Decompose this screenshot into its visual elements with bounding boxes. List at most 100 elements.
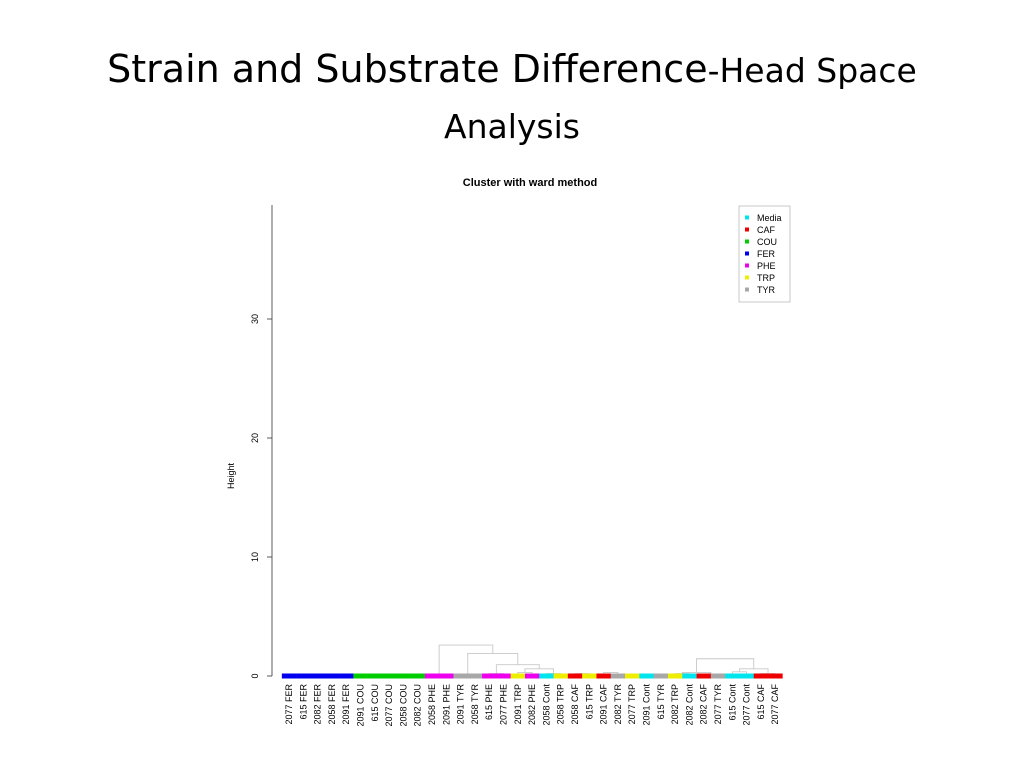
leaf-color-segment [367, 673, 383, 679]
leaf-label: 2082 Cont [684, 684, 694, 726]
leaf-color-segment [596, 673, 612, 679]
leaf-color-segment [667, 673, 683, 679]
leaf-color-segment [510, 673, 526, 679]
leaf-label: 2082 PHE [527, 684, 537, 725]
leaf-color-segment [467, 673, 483, 679]
leaf-label: 2091 Cont [642, 684, 652, 726]
leaf-color-segment [339, 673, 354, 679]
leaf-label: 615 TYR [656, 684, 666, 720]
leaf-label: 615 PHE [484, 684, 494, 720]
leaf-color-segment [281, 673, 297, 679]
leaf-color-segment [610, 673, 626, 679]
legend-label: FER [757, 249, 776, 259]
leaf-label: 2058 Cont [541, 684, 551, 726]
leaf-color-segment [567, 673, 583, 679]
leaf-color-segment [381, 673, 397, 679]
leaf-color-segment [296, 673, 311, 679]
dendrogram-branch [438, 644, 494, 675]
dendrogram-branch [467, 652, 519, 675]
dendrogram-branch [524, 668, 554, 674]
leaf-label: 2077 TRP [627, 684, 637, 724]
leaf-color-segment [310, 673, 326, 679]
legend-label: Media [757, 213, 782, 223]
legend-swatch [745, 275, 749, 280]
leaf-label: 615 FER [298, 684, 308, 720]
legend: Media CAF COU FER PHE TRP TYR [738, 205, 791, 303]
leaf-color-segment [353, 673, 368, 679]
leaf-color-segment [424, 673, 440, 679]
y-tick-label: 20 [250, 433, 260, 443]
legend-label: TRP [757, 273, 775, 283]
leaf-color-segment [410, 673, 426, 679]
leaf-color-segment [696, 673, 712, 679]
leaf-color-segment [625, 673, 640, 679]
leaf-color-segment [753, 673, 769, 679]
leaf-label: 2082 TYR [613, 683, 623, 724]
leaf-color-segment [768, 673, 783, 679]
y-tick-label: 30 [250, 314, 260, 324]
legend-swatch [745, 215, 749, 220]
leaf-color-segment [482, 673, 497, 679]
leaf-label: 2058 FER [327, 684, 337, 725]
leaf-color-segment [739, 673, 755, 679]
leaf-color-segment [582, 673, 597, 679]
legend-label: COU [757, 237, 777, 247]
leaf-label: 2077 Cont [742, 684, 752, 726]
slide-title-main: Strain and Substrate Difference [107, 47, 708, 91]
leaf-label: 2091 TYR [456, 683, 466, 724]
leaf-label: 2082 CAF [699, 684, 709, 725]
leaf-color-segment [682, 673, 697, 679]
leaf-label: 2058 COU [398, 684, 408, 727]
leaf-label: 2082 COU [413, 684, 423, 727]
dendrogram-branch [739, 668, 769, 674]
leaf-label: 2077 COU [384, 684, 394, 727]
legend-label: CAF [757, 225, 776, 235]
leaf-color-segment [553, 673, 569, 679]
leaf-label: 615 CAF [756, 684, 766, 720]
leaf-color-segment [639, 673, 654, 679]
leaf-label: 2082 FER [313, 684, 323, 725]
leaf-color-segment [710, 673, 726, 679]
slide-title-sub: -Head Space [707, 51, 917, 90]
legend-swatch [745, 227, 749, 232]
y-axis-ticks: 0 10 20 30 [250, 314, 272, 679]
leaf-color-segment [725, 673, 740, 679]
leaf-color-segment [539, 673, 554, 679]
y-tick-label: 0 [250, 673, 260, 678]
slide-title: Strain and Substrate Difference-Head Spa… [0, 42, 1024, 154]
leaf-label: 2058 PHE [427, 684, 437, 725]
leaf-label: 2077 TYR [713, 683, 723, 724]
leaf-labels: 2077 FER 615 FER 2082 FER 2058 FER 2091 FER 2… [284, 683, 780, 726]
leaf-label: 2091 COU [356, 684, 366, 727]
dendrogram-branches [431, 644, 776, 676]
slide-title-line2: Analysis [444, 107, 580, 146]
leaf-label: 2058 TRP [556, 684, 566, 724]
leaf-label: 2058 TYR [470, 683, 480, 724]
leaf-label: 2058 CAF [570, 684, 580, 725]
legend-swatch [745, 287, 749, 292]
y-axis-label: Height [226, 462, 236, 489]
leaf-label: 615 Cont [727, 684, 737, 721]
leaf-color-segment [324, 673, 340, 679]
chart-title: Cluster with ward method [463, 177, 597, 189]
leaf-label: 2091 FER [341, 684, 351, 725]
leaf-label: 615 COU [370, 684, 380, 722]
leaf-label: 2091 PHE [441, 684, 451, 725]
legend-label: PHE [757, 261, 776, 271]
leaf-label: 2077 CAF [770, 684, 780, 725]
leaf-label: 2077 FER [284, 684, 294, 725]
dendrogram-branch [696, 658, 755, 673]
leaf-color-segment [439, 673, 454, 679]
y-tick-label: 10 [250, 552, 260, 562]
leaf-color-segment [453, 673, 469, 679]
leaf-label: 2091 TRP [513, 684, 523, 724]
leaf-color-bar [281, 673, 783, 679]
leaf-color-segment [653, 673, 669, 679]
leaf-label: 2077 PHE [499, 684, 509, 725]
legend-label: TYR [757, 285, 776, 295]
leaf-label: 2091 CAF [599, 684, 609, 725]
leaf-label: 615 TRP [584, 684, 594, 719]
legend-swatch [745, 251, 749, 256]
legend-swatch [745, 263, 749, 268]
